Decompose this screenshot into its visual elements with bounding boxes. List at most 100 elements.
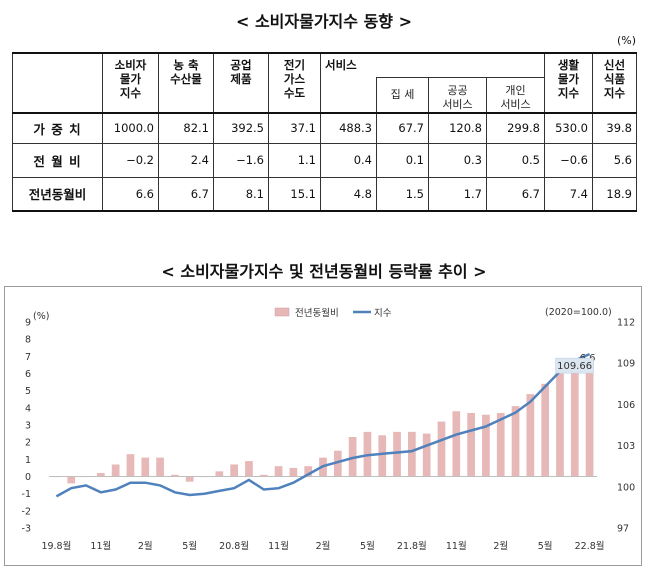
bar bbox=[570, 368, 579, 477]
chart-note: (2020=100.0) bbox=[545, 307, 612, 318]
left-tick-label: 9 bbox=[25, 318, 31, 329]
x-tick-label: 2월 bbox=[316, 540, 331, 552]
cell: 37.1 bbox=[268, 112, 321, 144]
cell: 82.1 bbox=[158, 112, 214, 144]
combo-chart: 전년동월비 지수 (2020=100.0) (%) -3 -2 -1 0 1 2 3 4 5 6 7… bbox=[22, 307, 636, 552]
cell: 0.4 bbox=[320, 142, 377, 178]
x-tick-label: 5월 bbox=[360, 540, 375, 552]
bar bbox=[511, 406, 520, 477]
x-tick-label: 21.8월 bbox=[397, 540, 427, 552]
cell: 392.5 bbox=[213, 112, 269, 144]
col-header: 농 축 수산물 bbox=[158, 52, 214, 114]
chart-legend: 전년동월비 지수 bbox=[274, 307, 392, 319]
table-title: < 소비자물가지수 동향 > bbox=[235, 12, 412, 31]
cell: 299.8 bbox=[486, 112, 545, 144]
bar bbox=[333, 450, 342, 477]
legend-label: 지수 bbox=[374, 308, 392, 319]
chart-panel: 전년동월비 지수 (2020=100.0) (%) -3 -2 -1 0 1 2 3 4 5 6 7… bbox=[4, 286, 642, 566]
x-tick-label: 22.8월 bbox=[575, 540, 605, 552]
bar bbox=[378, 435, 387, 477]
table-row: 전 월 비 −0.2 2.4 −1.6 1.1 0.4 0.1 0.3 0.5 … bbox=[12, 142, 637, 178]
x-axis: 19.8월 11월 2월 5월 20.8월 11월 2월 5월 21.8월 11월 2월 5월 22.8… bbox=[41, 540, 604, 552]
bar bbox=[556, 373, 564, 477]
sub-header: 개인 서비스 bbox=[486, 76, 545, 114]
cell: 6.6 bbox=[102, 176, 159, 212]
bar bbox=[541, 383, 550, 477]
bar bbox=[526, 394, 535, 477]
left-tick-label: -2 bbox=[22, 506, 31, 517]
col-header: 신선 식품 지수 bbox=[592, 52, 637, 114]
left-tick-label: -1 bbox=[22, 489, 31, 500]
bar bbox=[482, 414, 490, 477]
left-axis: -3 -2 -1 0 1 2 3 4 5 6 7 8 9 bbox=[22, 318, 31, 535]
cell: 488.3 bbox=[320, 112, 377, 144]
bar bbox=[422, 433, 431, 477]
cell: 0.1 bbox=[376, 142, 429, 178]
right-axis: 97 100 103 106 109 112 bbox=[617, 318, 635, 535]
cell: 39.8 bbox=[592, 112, 637, 144]
cell: 1000.0 bbox=[102, 112, 159, 144]
bar bbox=[230, 464, 238, 477]
x-tick-label: 19.8월 bbox=[41, 540, 71, 552]
right-tick-label: 109 bbox=[617, 359, 635, 370]
cell: 67.7 bbox=[376, 112, 429, 144]
x-tick-label: 5월 bbox=[538, 540, 553, 552]
left-tick-label: 2 bbox=[25, 438, 31, 449]
bar bbox=[585, 363, 594, 477]
left-tick-label: 0 bbox=[25, 472, 31, 483]
left-tick-label: 5 bbox=[25, 386, 31, 397]
x-tick-label: 5월 bbox=[182, 540, 197, 552]
left-tick-label: 4 bbox=[25, 403, 31, 414]
cell: 0.3 bbox=[428, 142, 487, 178]
col-header: 생활 물가 지수 bbox=[544, 52, 593, 114]
bar bbox=[126, 454, 135, 477]
x-tick-label: 11월 bbox=[446, 540, 467, 552]
cell: −1.6 bbox=[213, 142, 269, 178]
row-label: 가 중 치 bbox=[12, 112, 103, 144]
bar bbox=[496, 412, 505, 477]
bar bbox=[289, 467, 298, 477]
sub-header: 공공 서비스 bbox=[428, 76, 487, 114]
right-tick-label: 97 bbox=[617, 524, 629, 535]
sub-header: 집 세 bbox=[376, 76, 429, 114]
bar bbox=[141, 457, 150, 477]
x-tick-label: 2월 bbox=[138, 540, 153, 552]
bar bbox=[393, 431, 401, 477]
cell: 2.4 bbox=[158, 142, 214, 178]
bar bbox=[408, 431, 416, 477]
legend-bar-swatch bbox=[274, 307, 290, 317]
bar bbox=[171, 474, 179, 477]
bar bbox=[274, 466, 283, 477]
cell: 6.7 bbox=[486, 176, 545, 212]
cell: 4.8 bbox=[320, 176, 377, 212]
bar bbox=[67, 476, 76, 484]
left-tick-label: 6 bbox=[25, 369, 31, 380]
row-label: 전 월 비 bbox=[12, 142, 103, 178]
bar bbox=[245, 461, 253, 477]
cell: 8.1 bbox=[213, 176, 269, 212]
bar bbox=[452, 411, 461, 477]
x-tick-label: 20.8월 bbox=[219, 540, 249, 552]
table-corner-cell bbox=[12, 52, 103, 114]
cell: 1.5 bbox=[376, 176, 429, 212]
x-tick-label: 11월 bbox=[90, 540, 111, 552]
col-header-service: 서비스 bbox=[320, 52, 545, 77]
left-tick-label: 3 bbox=[25, 421, 31, 432]
bar bbox=[156, 457, 164, 477]
right-tick-label: 106 bbox=[617, 400, 635, 411]
table-row: 전년동월비 6.6 6.7 8.1 15.1 4.8 1.5 1.7 6.7 7… bbox=[12, 176, 637, 212]
left-tick-label: 1 bbox=[25, 455, 31, 466]
bar bbox=[215, 471, 224, 477]
left-axis-unit: (%) bbox=[33, 311, 49, 322]
index-annotation-box bbox=[555, 357, 594, 374]
cell: 1.7 bbox=[428, 176, 487, 212]
cell: 18.9 bbox=[592, 176, 637, 212]
bar bbox=[304, 466, 313, 477]
cell: 0.5 bbox=[486, 142, 545, 178]
bar bbox=[185, 476, 194, 482]
right-tick-label: 112 bbox=[617, 318, 635, 329]
cpi-table: 소비자 물가 지수 농 축 수산물 공업 제품 전기 가스 수도 서비스 생활 … bbox=[12, 52, 637, 212]
cell: 7.4 bbox=[544, 176, 593, 212]
x-tick-label: 2월 bbox=[493, 540, 508, 552]
